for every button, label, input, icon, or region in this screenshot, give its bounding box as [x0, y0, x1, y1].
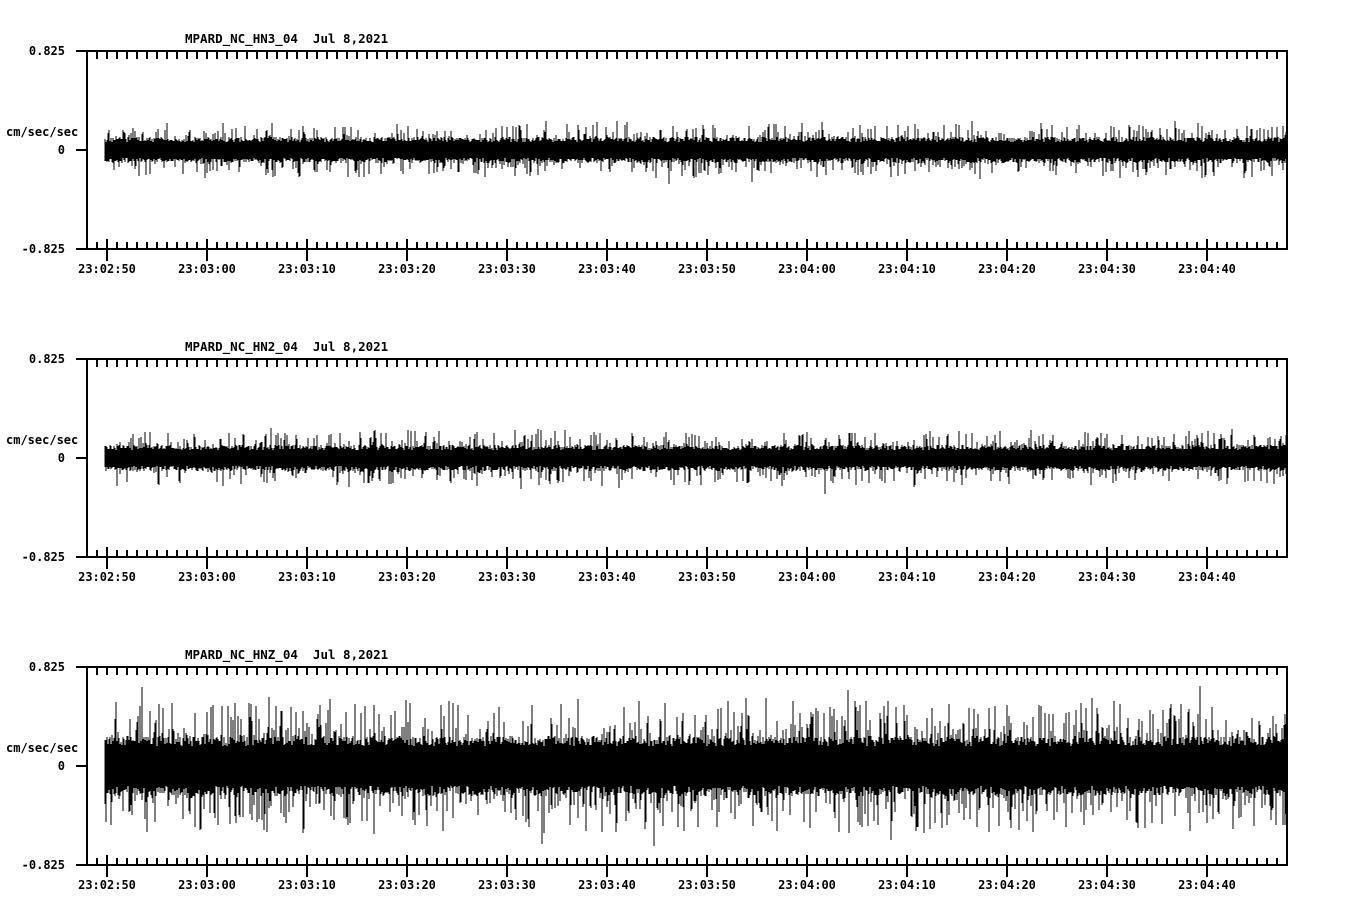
y-axis-max-label: 0.825 [28, 44, 65, 58]
seismogram-panel-hn2: MPARD_NC_HN2_04 Jul 8,2021 0.825 cm/sec/… [0, 340, 1358, 667]
x-tick-label: 23:03:10 [278, 570, 336, 584]
x-tick-label: 23:04:00 [778, 878, 836, 892]
waveform-trace [104, 686, 1287, 846]
x-tick-label: 23:04:40 [1178, 570, 1236, 584]
x-tick-label: 23:03:40 [578, 878, 636, 892]
x-tick-label: 23:03:00 [178, 570, 236, 584]
x-tick-label: 23:03:30 [478, 878, 536, 892]
x-tick-label: 23:04:20 [978, 262, 1036, 276]
x-tick-label: 23:04:30 [1078, 262, 1136, 276]
bottom-major-ticks [106, 239, 1208, 261]
y-axis-min-label: -0.825 [21, 550, 65, 564]
waveform-plot-hnz [76, 666, 1288, 877]
y-axis-min-label: -0.825 [21, 858, 65, 872]
x-tick-label: 23:03:20 [378, 570, 436, 584]
y-axis-zero-label: 0 [57, 143, 65, 157]
panel-title: MPARD_NC_HN3_04 Jul 8,2021 [185, 31, 389, 46]
bottom-minor-ticks [96, 242, 1278, 249]
x-tick-label: 23:03:50 [678, 878, 736, 892]
x-tick-label: 23:04:30 [1078, 570, 1136, 584]
x-tick-label: 23:03:50 [678, 262, 736, 276]
x-tick-label: 23:03:10 [278, 878, 336, 892]
top-minor-ticks [96, 359, 1278, 367]
x-tick-label: 23:04:40 [1178, 878, 1236, 892]
top-minor-ticks [96, 51, 1278, 59]
top-minor-ticks [96, 667, 1278, 675]
seismogram-panel-hnz: MPARD_NC_HNZ_04 Jul 8,2021 0.825 cm/sec/… [0, 648, 1358, 924]
x-tick-label: 23:04:40 [1178, 262, 1236, 276]
x-tick-label: 23:03:40 [578, 570, 636, 584]
x-tick-label: 23:02:50 [78, 570, 136, 584]
x-tick-label: 23:03:50 [678, 570, 736, 584]
x-tick-label: 23:04:00 [778, 570, 836, 584]
waveform-trace [104, 428, 1287, 494]
x-tick-label: 23:04:20 [978, 878, 1036, 892]
y-axis-max-label: 0.825 [28, 660, 65, 674]
y-axis-ticks [76, 50, 87, 250]
x-tick-label: 23:03:20 [378, 878, 436, 892]
y-axis-unit-label: cm/sec/sec [6, 741, 79, 755]
y-axis-unit-label: cm/sec/sec [6, 433, 79, 447]
y-axis-ticks [76, 358, 87, 558]
x-tick-label: 23:04:30 [1078, 878, 1136, 892]
x-tick-label: 23:03:00 [178, 262, 236, 276]
x-tick-label: 23:02:50 [78, 262, 136, 276]
x-tick-label: 23:03:40 [578, 262, 636, 276]
y-axis-zero-label: 0 [57, 759, 65, 773]
y-axis-ticks [76, 666, 87, 866]
x-tick-label: 23:04:00 [778, 262, 836, 276]
bottom-minor-ticks [96, 858, 1278, 865]
y-axis-min-label: -0.825 [21, 242, 65, 256]
panel-title: MPARD_NC_HN2_04 Jul 8,2021 [185, 339, 389, 354]
x-tick-label: 23:03:20 [378, 262, 436, 276]
x-tick-label: 23:04:10 [878, 878, 936, 892]
seismogram-panel-hn3: MPARD_NC_HN3_04 Jul 8,2021 0.825 cm/sec/… [0, 32, 1358, 359]
x-tick-label: 23:02:50 [78, 878, 136, 892]
bottom-major-ticks [106, 855, 1208, 877]
x-tick-label: 23:03:10 [278, 262, 336, 276]
y-axis-unit-label: cm/sec/sec [6, 125, 79, 139]
bottom-minor-ticks [96, 550, 1278, 557]
x-tick-label: 23:04:20 [978, 570, 1036, 584]
y-axis-zero-label: 0 [57, 451, 65, 465]
x-tick-label: 23:04:10 [878, 570, 936, 584]
waveform-trace [104, 121, 1287, 184]
y-axis-max-label: 0.825 [28, 352, 65, 366]
x-tick-label: 23:03:00 [178, 878, 236, 892]
x-tick-label: 23:03:30 [478, 262, 536, 276]
x-tick-label: 23:03:30 [478, 570, 536, 584]
waveform-plot-hn2 [76, 358, 1288, 569]
panel-title: MPARD_NC_HNZ_04 Jul 8,2021 [185, 647, 389, 662]
x-tick-label: 23:04:10 [878, 262, 936, 276]
bottom-major-ticks [106, 547, 1208, 569]
waveform-plot-hn3 [76, 50, 1288, 261]
